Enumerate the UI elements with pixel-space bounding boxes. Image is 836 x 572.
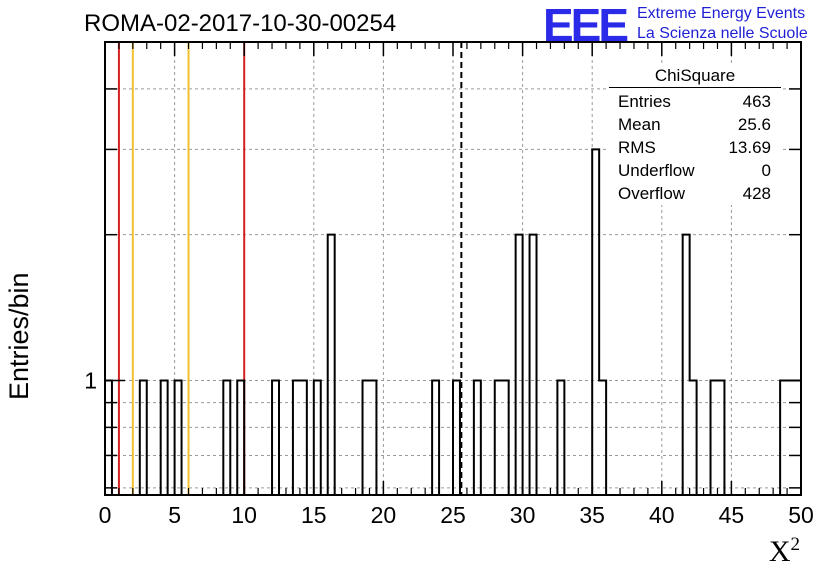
stats-value: 463 [742, 92, 771, 111]
stats-label: Mean [618, 115, 661, 134]
x-tick-label: 15 [301, 502, 327, 528]
x-axis-label: X2 [768, 534, 800, 568]
stats-row-mean: Mean 25.6 [609, 113, 781, 136]
x-tick-label: 20 [371, 502, 397, 528]
x-tick-label: 25 [440, 502, 466, 528]
axis-tick-labels: 0 5 10 15 20 25 30 35 40 45 50 1 [84, 367, 814, 528]
axis-ticks [104, 42, 802, 495]
stats-row-underflow: Underflow 0 [609, 159, 781, 182]
eee-logo: EEE [543, 0, 629, 51]
stats-value: 0 [761, 161, 771, 180]
chart-title: ROMA-02-2017-10-30-00254 [84, 10, 397, 37]
x-tick-label: 45 [719, 502, 745, 528]
stats-row-rms: RMS 13.69 [609, 136, 781, 159]
y-tick-label: 1 [84, 367, 97, 393]
stats-label: RMS [618, 138, 656, 157]
x-tick-label: 50 [788, 502, 814, 528]
y-axis-label: Entries/bin [4, 272, 34, 400]
stats-label: Entries [618, 92, 671, 111]
x-tick-label: 40 [649, 502, 675, 528]
x-tick-label: 0 [99, 502, 112, 528]
stats-value: 428 [742, 184, 771, 203]
logo-line-2: La Scienza nelle Scuole [637, 25, 808, 42]
logo-text: Extreme Energy Events La Scienza nelle S… [637, 4, 808, 44]
x-tick-label: 10 [231, 502, 257, 528]
stats-title: ChiSquare [609, 66, 781, 88]
threshold-lines [117, 42, 463, 495]
stats-label: Underflow [618, 161, 695, 180]
x-tick-label: 5 [168, 502, 181, 528]
stats-row-entries: Entries 463 [609, 90, 781, 113]
stats-label: Overflow [618, 184, 686, 203]
stats-value: 25.6 [737, 115, 771, 134]
logo-line-1: Extreme Energy Events [637, 5, 806, 22]
stats-box: ChiSquare Entries 463 Mean 25.6 RMS 13.69 U… [609, 66, 781, 205]
stats-value: 13.69 [728, 138, 771, 157]
x-tick-label: 35 [579, 502, 605, 528]
stats-row-overflow: Overflow 428 [609, 182, 781, 205]
x-tick-label: 30 [510, 502, 536, 528]
